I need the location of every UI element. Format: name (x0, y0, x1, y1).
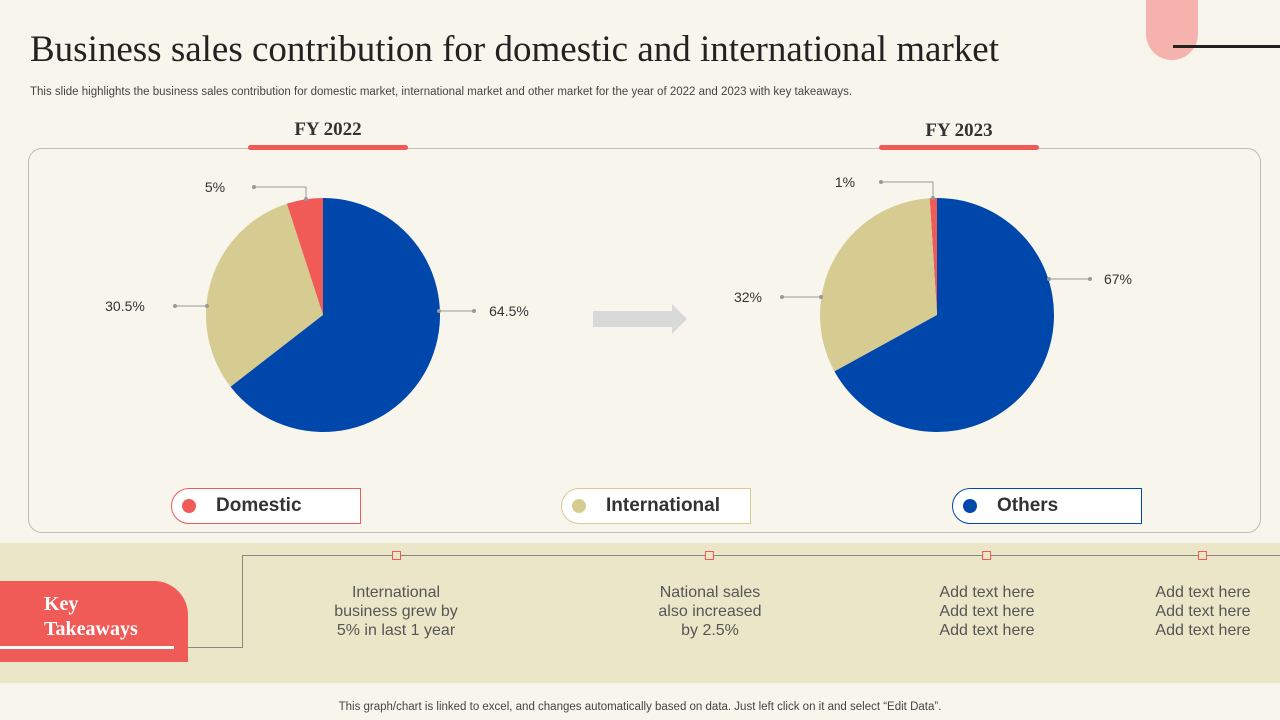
legend-label-others: Others (997, 495, 1059, 516)
chart-title-fy2023: FY 2023 (925, 120, 993, 141)
leader-line (881, 181, 934, 198)
timeline-marker (705, 551, 714, 560)
data-label-domestic-fy2022: 5% (205, 179, 225, 195)
chart-frame (28, 148, 1261, 533)
pie-slice-others-fy2022 (230, 198, 440, 432)
leader-dot (879, 180, 883, 184)
chart-title-underline-fy2023 (879, 145, 1039, 150)
legend-item-international: International (561, 488, 751, 524)
leader-dot (931, 196, 935, 200)
data-label-international-fy2022: 30.5% (105, 298, 145, 314)
footer-note: This graph/chart is linked to excel, and… (338, 701, 942, 713)
leader-dot (1088, 277, 1092, 281)
timeline-marker (392, 551, 401, 560)
data-label-others-fy2023: 67% (1104, 271, 1132, 287)
legend-item-domestic: Domestic (171, 488, 361, 524)
decorative-circle (1146, 0, 1198, 60)
leader-dot (1047, 277, 1051, 281)
connector-line (188, 647, 243, 648)
leader-dot (780, 295, 784, 299)
leader-dot (819, 295, 823, 299)
leader-dot (173, 304, 177, 308)
pie-slice-domestic-fy2023 (929, 198, 937, 315)
leader-dot (205, 304, 209, 308)
legend-dot-international (572, 499, 586, 513)
page-title: Business sales contribution for domestic… (30, 29, 999, 70)
legend-dot-others (963, 499, 977, 513)
data-label-domestic-fy2023: 1% (835, 174, 855, 190)
legend-item-others: Others (952, 488, 1142, 524)
page-subtitle: This slide highlights the business sales… (30, 86, 853, 98)
legend-label-domestic: Domestic (216, 495, 302, 516)
key-takeaways-band (0, 543, 1280, 683)
leader-dot (472, 309, 476, 313)
connector-line (242, 555, 243, 648)
chart-title-underline-fy2022 (248, 145, 408, 150)
leader-dot (437, 309, 441, 313)
data-label-international-fy2023: 32% (734, 289, 762, 305)
leader-line (254, 186, 307, 199)
pie-slice-international-fy2022 (205, 203, 323, 387)
pie-slice-international-fy2023 (819, 198, 937, 372)
chart-title-fy2022: FY 2022 (294, 119, 362, 140)
pie-slice-domestic-fy2022 (286, 198, 323, 315)
legend-dot-domestic (182, 499, 196, 513)
legend-label-international: International (606, 495, 721, 516)
takeaway-item-2: National sales also increased by 2.5% (658, 584, 762, 639)
takeaway-item-4: Add text here Add text here Add text her… (1155, 584, 1251, 639)
pie-charts: 5% 30.5% 64.5% 1% 32% 67% (105, 174, 1132, 432)
decorative-line (1173, 45, 1280, 48)
takeaway-item-3: Add text here Add text here Add text her… (939, 584, 1035, 639)
data-label-others-fy2022: 64.5% (489, 303, 529, 319)
timeline-line (242, 555, 1280, 556)
transition-arrow-icon (593, 304, 687, 334)
timeline-marker (1198, 551, 1207, 560)
leader-dot (252, 185, 256, 189)
leader-dot (304, 197, 308, 201)
pie-slice-others-fy2023 (834, 198, 1055, 432)
takeaway-item-1: International business grew by 5% in las… (334, 584, 458, 639)
key-takeaways-underline (0, 646, 174, 649)
timeline-marker (982, 551, 991, 560)
key-takeaways-heading: Key Takeaways (44, 593, 138, 640)
